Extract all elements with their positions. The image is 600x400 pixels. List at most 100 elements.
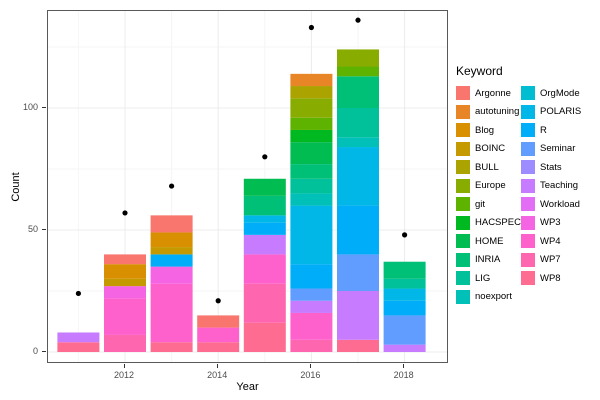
bar-segment-2016-WP4 xyxy=(290,312,333,340)
count-point-2017 xyxy=(355,17,361,23)
y-tick-label: 0 xyxy=(32,346,38,356)
bar-segment-2018-INRIA xyxy=(383,261,426,279)
legend-item-Seminar: Seminar xyxy=(521,141,575,156)
legend-item-Stats: Stats xyxy=(521,160,562,174)
bar-segment-2015-WP4 xyxy=(243,254,286,284)
legend-swatch-icon xyxy=(456,215,470,230)
bar-segment-2015-R xyxy=(243,222,286,235)
legend-label: WP4 xyxy=(540,235,561,247)
y-tick-mark xyxy=(42,228,46,230)
y-tick-label: 100 xyxy=(22,102,38,112)
legend-item-BOINC: BOINC xyxy=(456,141,505,156)
bar-segment-2016-LIG xyxy=(290,178,333,194)
legend-swatch-icon xyxy=(456,141,470,156)
legend-item-git: git xyxy=(456,197,485,211)
bar-segment-2016-POLARIS xyxy=(290,205,333,265)
legend-label: WP3 xyxy=(540,217,561,228)
legend-swatch-icon xyxy=(521,215,535,230)
legend-label: R xyxy=(540,124,547,136)
legend-label: Argonne xyxy=(475,87,511,99)
bar-segment-2018-POLARIS xyxy=(383,288,426,301)
legend-item-Workload: Workload xyxy=(521,197,580,211)
bar-segment-2017-INRIA xyxy=(337,76,379,108)
x-tick-mark xyxy=(403,364,405,368)
bar-segment-2015-POLARIS xyxy=(243,215,286,223)
legend-swatch-icon xyxy=(456,289,470,304)
legend-item-Blog: Blog xyxy=(456,123,494,137)
bar-segment-2017-WP8 xyxy=(337,339,379,352)
count-point-2012 xyxy=(122,210,128,216)
x-tick-mark xyxy=(123,364,125,368)
legend-swatch-icon xyxy=(521,178,535,193)
x-tick-label: 2018 xyxy=(393,370,414,380)
y-tick-mark xyxy=(42,106,46,108)
legend-swatch-icon xyxy=(456,123,470,137)
legend-label: OrgMode xyxy=(540,87,580,99)
bar-segment-2014-Argonne xyxy=(197,315,240,328)
legend-label: Teaching xyxy=(540,180,579,191)
legend-item-Argonne: Argonne xyxy=(456,86,511,100)
count-point-2014 xyxy=(215,298,221,304)
legend-swatch-icon xyxy=(456,178,470,193)
legend-label: Europe xyxy=(475,180,506,191)
bar-segment-2017-LIG xyxy=(337,108,379,138)
bar-segment-2017-R xyxy=(337,205,379,255)
bar-segment-2017-noexport xyxy=(337,137,379,148)
bar-segment-2017-Europe xyxy=(337,49,379,67)
legend: Keyword Argonne autotuning Blog BOINC BULL Eu… xyxy=(453,60,599,322)
legend-label: autotuning xyxy=(475,106,520,117)
y-tick-label: 50 xyxy=(27,224,38,234)
legend-swatch-icon xyxy=(521,271,535,285)
legend-item-WP3: WP3 xyxy=(521,215,561,230)
bar-segment-2016-noexport xyxy=(290,193,333,206)
bar-segment-2018-Seminar xyxy=(383,315,426,345)
legend-swatch-icon xyxy=(521,197,535,211)
bar-segment-2017-Teaching xyxy=(337,291,379,340)
bar-segment-2016-WP7 xyxy=(290,339,333,352)
legend-swatch-icon xyxy=(456,160,470,174)
bar-segment-2015-WP7 xyxy=(243,283,286,323)
bar-segment-2013-WP4 xyxy=(150,283,193,343)
legend-label: WP7 xyxy=(540,254,561,265)
legend-label: LIG xyxy=(475,272,491,284)
legend-swatch-icon xyxy=(521,234,535,248)
bar-segment-2013-R xyxy=(150,254,193,267)
legend-swatch-icon xyxy=(456,197,470,211)
legend-label: git xyxy=(475,198,486,210)
bar-segment-2016-git xyxy=(290,117,333,130)
bar-segment-2012-WP4 xyxy=(104,298,146,335)
bar-segment-2013-WP8 xyxy=(150,342,193,352)
legend-item-HOME: HOME xyxy=(456,234,504,248)
legend-label: Workload xyxy=(540,198,580,210)
legend-swatch-icon xyxy=(521,160,535,174)
legend-label: INRIA xyxy=(475,254,501,265)
count-point-2011 xyxy=(75,290,81,297)
bar-segment-2018-R xyxy=(383,300,426,316)
x-axis-title: Year xyxy=(236,381,259,393)
legend-label: HOME xyxy=(475,235,504,247)
bar-segment-2017-git xyxy=(337,66,379,77)
legend-item-R: R xyxy=(521,123,547,137)
bar-segment-2011-WP8 xyxy=(57,342,100,352)
bar-segment-2016-Teaching xyxy=(290,300,333,313)
legend-label: noexport xyxy=(475,291,512,302)
legend-swatch-icon xyxy=(456,252,470,267)
bar-segment-2016-BULL xyxy=(290,86,333,99)
bar-segment-2012-WP3 xyxy=(104,286,146,299)
legend-swatch-icon xyxy=(456,271,470,285)
legend-label: Blog xyxy=(475,124,495,136)
bar-segment-2016-Europe xyxy=(290,98,333,118)
bar-segment-2016-HOME xyxy=(290,142,333,165)
bar-segment-2014-WP4 xyxy=(197,327,240,343)
plot-area xyxy=(48,11,447,362)
plot-panel xyxy=(47,10,448,363)
legend-item-Teaching: Teaching xyxy=(521,178,579,193)
bar-segment-2015-Teaching xyxy=(243,234,286,255)
bar-segment-2014-WP8 xyxy=(197,342,240,352)
x-tick-mark xyxy=(216,364,218,368)
count-point-2015 xyxy=(262,154,268,160)
legend-item-Europe: Europe xyxy=(456,178,506,193)
legend-label: Stats xyxy=(540,161,562,173)
legend-swatch-icon xyxy=(521,141,535,156)
legend-label: BULL xyxy=(475,161,499,173)
